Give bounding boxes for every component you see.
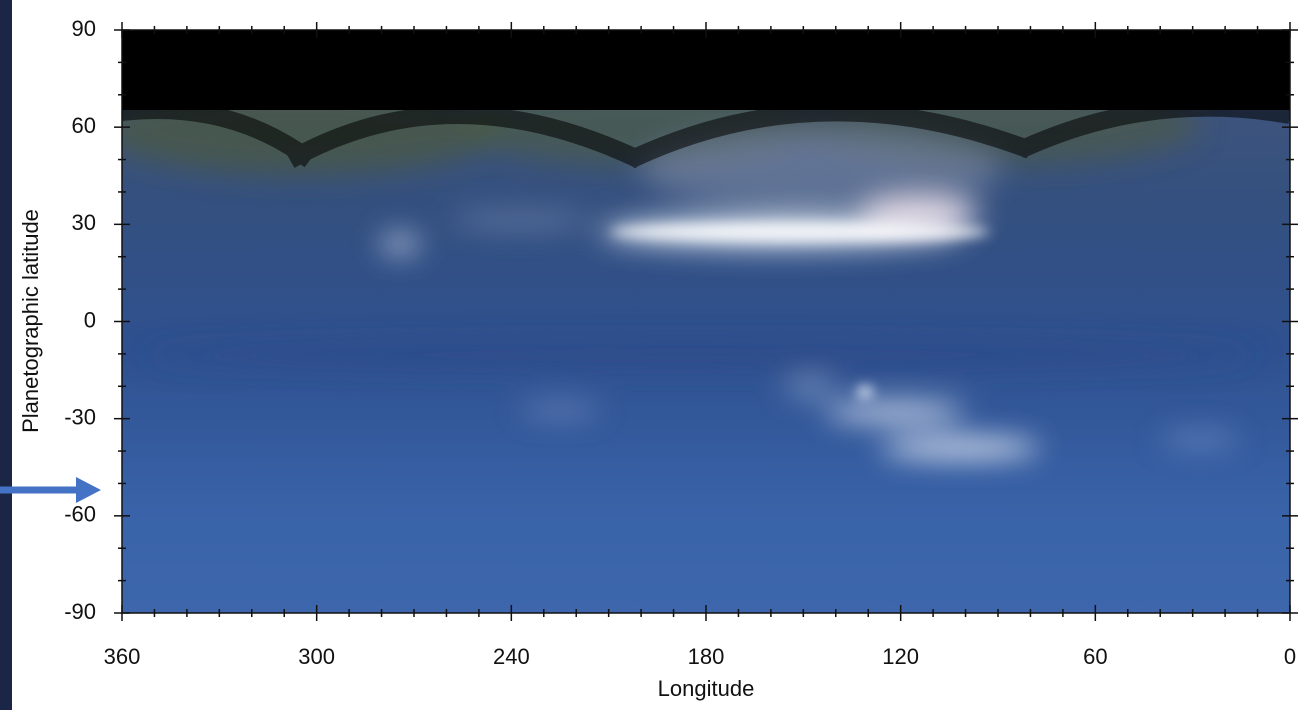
x-tick-label: 360	[104, 644, 141, 669]
annotation-arrow	[0, 477, 101, 503]
x-tick-label: 240	[493, 644, 530, 669]
y-tick-label: 90	[72, 16, 96, 41]
x-tick-label: 0	[1284, 644, 1296, 669]
y-tick-label: 30	[72, 210, 96, 235]
x-tick-label: 120	[882, 644, 919, 669]
y-tick-label: 60	[72, 113, 96, 138]
y-axis-label: Planetographic latitude	[18, 209, 43, 433]
side-strip	[0, 0, 12, 710]
y-tick-label: -60	[64, 502, 96, 527]
map-image	[122, 30, 1290, 613]
y-tick-label: -30	[64, 404, 96, 429]
x-tick-label: 300	[298, 644, 335, 669]
y-tick-label: -90	[64, 599, 96, 624]
x-tick-label: 180	[688, 644, 725, 669]
y-tick-label: 0	[84, 307, 96, 332]
x-tick-label: 60	[1083, 644, 1107, 669]
x-axis-label: Longitude	[658, 676, 755, 701]
